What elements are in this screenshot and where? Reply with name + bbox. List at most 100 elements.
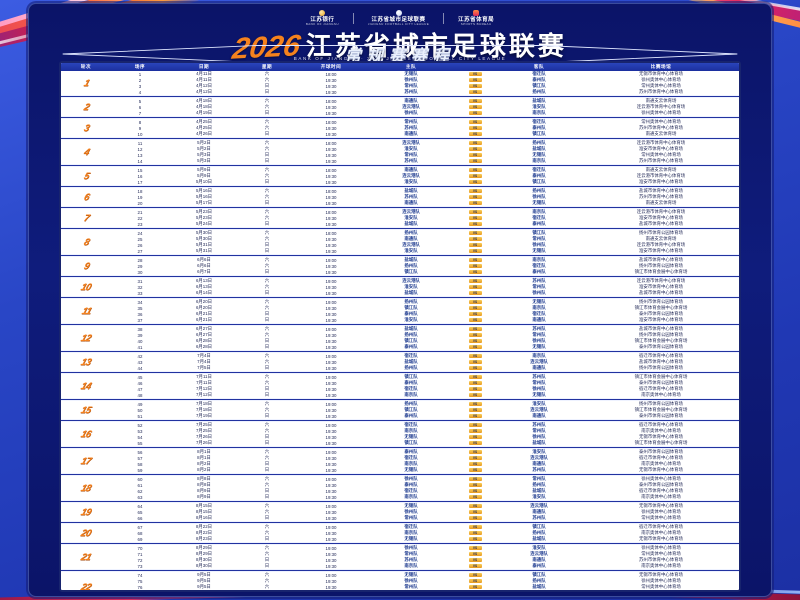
kickoff-time-cell: 19:30 (325, 269, 337, 275)
round-divider (61, 350, 739, 353)
away-team-cell: 南通队 (532, 557, 546, 562)
round-number: 16 (79, 428, 93, 440)
kickoff-time-cell: 19:30 (325, 386, 337, 392)
date-cell: 6月27日 (195, 326, 213, 331)
match-number-cell: 70 (137, 545, 143, 551)
table-row: 33 6月14日 日 19:30 盐城队 VS 徐州队 盐城市体育中心体育场 (111, 290, 739, 296)
round-divider (61, 137, 739, 140)
vs-badge: VS (468, 242, 482, 248)
date-cell: 5月23日 (195, 209, 213, 214)
bank-emblem-icon (319, 9, 326, 16)
weekday-cell: 六 (264, 215, 270, 220)
home-team-cell: 常州队 (404, 551, 418, 556)
home-team-cell: 淮安队 (404, 146, 418, 151)
home-team-cell: 镇江队 (404, 407, 418, 412)
table-row: 56 8月1日 六 19:00 泰州队 VS 淮安队 泰州市体育公园体育场 (111, 449, 739, 455)
weekday-cell: 日 (264, 179, 270, 184)
weekday-cell: 六 (264, 167, 270, 172)
round-number-cell: 3 (61, 119, 111, 137)
table-row: 13 5月3日 日 19:30 常州队 VS 无锡队 常州奥体中心体育场 (111, 152, 739, 158)
vs-badge: VS (468, 257, 482, 263)
weekday-cell: 六 (264, 77, 270, 82)
date-cell: 6月6日 (197, 257, 211, 262)
away-team-cell: 扬州队 (532, 482, 546, 487)
date-cell: 8月29日 (195, 545, 213, 550)
table-row: 29 6月6日 六 19:30 扬州队 VS 宿迁队 扬州市体育公园体育场 (111, 263, 739, 269)
table-row: 36 6月21日 日 19:30 泰州队 VS 宿迁队 泰州市体育公园体育场 (111, 311, 739, 317)
venue-cell: 宿迁市体育中心体育场 (639, 353, 683, 358)
vs-badge: VS (468, 584, 482, 590)
match-number-cell: 33 (137, 290, 143, 296)
vs-badge: VS (468, 563, 482, 569)
venue-cell: 徐州奥体中心体育场 (641, 509, 681, 514)
round-divider (61, 164, 739, 167)
table-row: 12 5月2日 六 19:30 淮安队 VS 盐城队 淮安市体育中心体育场 (111, 146, 739, 152)
match-number-cell: 8 (138, 119, 142, 125)
vs-badge: VS (468, 338, 482, 344)
kickoff-time-cell: 19:30 (325, 365, 337, 371)
home-team-cell: 苏州队 (404, 194, 418, 199)
round-divider (61, 254, 739, 257)
venue-cell: 淮安市体育中心体育场 (639, 248, 683, 253)
logo-label: 江苏省体育局 (458, 16, 495, 23)
away-team-cell: 镇江队 (532, 572, 546, 577)
venue-cell: 镇江市体育会展中心体育场 (634, 440, 688, 445)
vs-badge: VS (468, 476, 482, 482)
table-row: 1 4月11日 六 18:00 无锡队 VS 宿迁队 无锡市体育中心体育场 (111, 71, 739, 77)
date-cell: 6月28日 (195, 344, 213, 349)
home-team-cell: 宿迁队 (404, 422, 418, 427)
date-cell: 8月23日 (195, 536, 213, 541)
round-number: 17 (79, 455, 93, 467)
kickoff-time-cell: 18:00 (325, 167, 337, 173)
kickoff-time-cell: 19:30 (325, 179, 337, 185)
date-cell: 5月24日 (195, 221, 213, 226)
away-team-cell: 扬州队 (532, 140, 546, 145)
round-block: 18 60 8月8日六 19:00 徐州队 VS 常州队 徐州奥体中心体育场 61 8月8日六 19… (61, 476, 739, 500)
kickoff-time-cell: 19:30 (325, 563, 337, 569)
venue-cell: 泰州市体育公园体育场 (639, 311, 683, 316)
match-number-cell: 71 (137, 551, 143, 557)
match-number-cell: 20 (137, 200, 143, 206)
venue-cell: 徐州奥体中心体育场 (641, 77, 681, 82)
vs-badge: VS (468, 503, 482, 509)
weekday-cell: 日 (264, 365, 270, 370)
date-cell: 4月18日 (195, 98, 213, 103)
away-team-cell: 无锡队 (532, 344, 546, 349)
venue-cell: 常州奥体中心体育场 (641, 584, 681, 589)
vs-badge: VS (468, 194, 482, 200)
weekday-cell: 六 (264, 551, 270, 556)
away-team-cell: 宿迁队 (532, 119, 546, 124)
vs-badge: VS (468, 200, 482, 206)
away-team-cell: 苏州队 (532, 515, 546, 520)
table-row: 23 5月24日 日 19:30 盐城队 VS 泰州队 盐城市体育中心体育场 (111, 221, 739, 227)
table-row: 45 7月11日 六 19:00 镇江队 VS 苏州队 镇江市体育会展中心体育场 (111, 374, 739, 380)
table-row: 65 8月15日 六 19:30 徐州队 VS 南通队 徐州奥体中心体育场 (111, 509, 739, 515)
column-header: 客队 (533, 64, 545, 69)
date-cell: 4月12日 (195, 89, 213, 94)
vs-badge: VS (468, 359, 482, 365)
home-team-cell: 镇江队 (404, 269, 418, 274)
round-divider (61, 521, 739, 524)
home-team-cell: 南京队 (404, 563, 418, 568)
kickoff-time-cell: 19:30 (325, 440, 337, 446)
date-cell: 7月11日 (196, 374, 212, 379)
round-match-rows: 42 7月4日六 19:00 宿迁队 VS 南京队 宿迁市体育中心体育场 43 7月4日六 19:… (111, 353, 739, 371)
away-team-cell: 无锡队 (532, 152, 546, 157)
match-number-cell: 16 (137, 173, 143, 179)
table-row: 73 8月30日 日 19:30 南京队 VS 泰州队 南京奥体中心体育场 (111, 563, 739, 569)
away-team-cell: 无锡队 (532, 299, 546, 304)
date-cell: 9月5日 (197, 572, 211, 577)
round-divider (61, 275, 739, 278)
round-number: 5 (81, 170, 91, 182)
round-match-rows: 56 8月1日六 19:00 泰州队 VS 淮安队 泰州市体育公园体育场 57 8月1日六 19:… (111, 449, 739, 473)
table-row: 69 8月23日 日 19:30 无锡队 VS 盐城队 无锡市体育中心体育场 (111, 536, 739, 542)
venue-cell: 镇江市体育会展中心体育场 (634, 374, 688, 379)
logo-sublabel: BANK OF JIANGSU (305, 21, 339, 26)
match-number-cell: 14 (137, 158, 143, 164)
home-team-cell: 镇江队 (404, 305, 418, 310)
weekday-cell: 六 (264, 263, 270, 268)
weekday-cell: 六 (264, 401, 270, 406)
table-row: 61 8月8日 六 19:30 泰州队 VS 扬州队 泰州市体育公园体育场 (111, 482, 739, 488)
match-number-cell: 28 (137, 257, 143, 263)
vs-badge: VS (468, 290, 482, 296)
